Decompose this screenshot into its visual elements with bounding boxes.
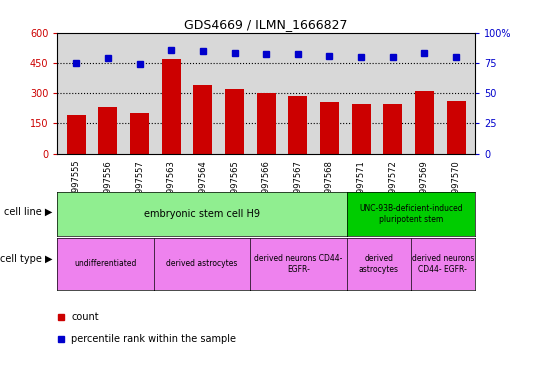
Text: UNC-93B-deficient-induced
pluripotent stem: UNC-93B-deficient-induced pluripotent st…: [359, 204, 462, 224]
Bar: [162, 59, 181, 154]
Text: derived astrocytes: derived astrocytes: [166, 260, 238, 268]
Text: derived
astrocytes: derived astrocytes: [359, 254, 399, 274]
Bar: [447, 101, 466, 154]
Bar: [225, 89, 244, 154]
Bar: [67, 115, 86, 154]
Bar: [288, 96, 307, 154]
Bar: [320, 102, 339, 154]
Title: GDS4669 / ILMN_1666827: GDS4669 / ILMN_1666827: [185, 18, 348, 31]
Text: percentile rank within the sample: percentile rank within the sample: [71, 334, 236, 344]
Bar: [415, 91, 434, 154]
Bar: [383, 104, 402, 154]
Bar: [193, 85, 212, 154]
Text: cell line ▶: cell line ▶: [4, 207, 53, 217]
Text: embryonic stem cell H9: embryonic stem cell H9: [144, 209, 260, 219]
Text: cell type ▶: cell type ▶: [0, 254, 53, 264]
Text: derived neurons CD44-
EGFR-: derived neurons CD44- EGFR-: [254, 254, 342, 274]
Bar: [257, 93, 276, 154]
Bar: [352, 104, 371, 154]
Text: derived neurons
CD44- EGFR-: derived neurons CD44- EGFR-: [412, 254, 474, 274]
Text: undifferentiated: undifferentiated: [74, 260, 136, 268]
Bar: [130, 113, 149, 154]
Bar: [98, 107, 117, 154]
Text: count: count: [71, 312, 99, 322]
